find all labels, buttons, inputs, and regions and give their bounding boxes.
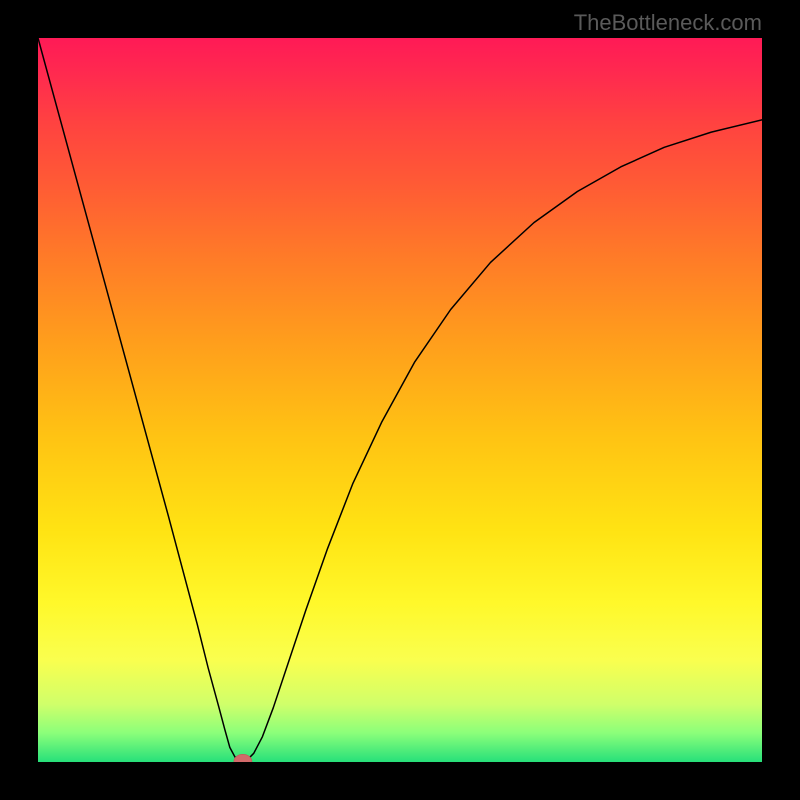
curve-layer xyxy=(38,38,762,762)
minimum-marker xyxy=(234,754,252,762)
watermark-text: TheBottleneck.com xyxy=(574,10,762,36)
plot-area xyxy=(38,38,762,762)
bottleneck-curve xyxy=(38,38,762,761)
